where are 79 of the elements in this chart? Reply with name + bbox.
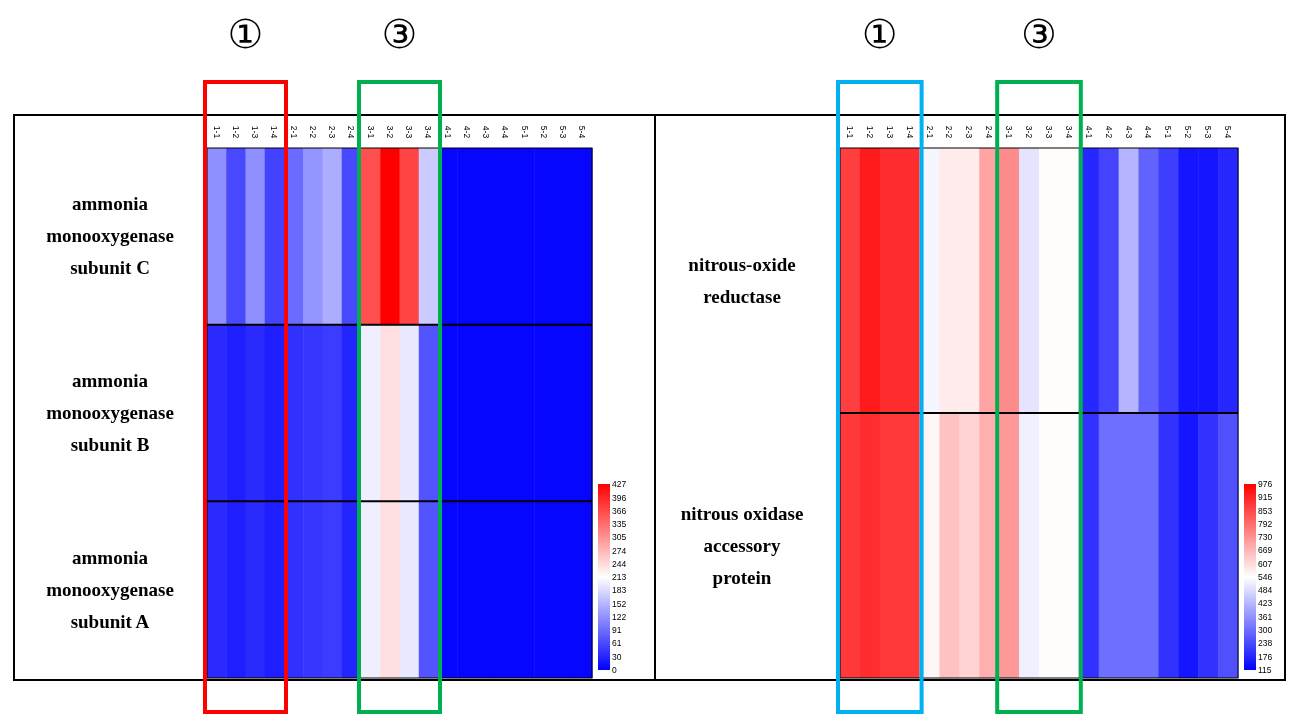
color-bar-label: 30 [612,651,622,662]
color-bar-label: 91 [612,625,622,636]
x-tick-label: 1-1 [211,125,222,139]
color-bar-label: 792 [1258,518,1273,529]
x-tick-label: 2-4 [346,125,357,139]
color-bar-label: 484 [1258,585,1273,596]
color-bar-label: 213 [612,572,627,583]
color-bar-label: 183 [612,585,627,596]
color-bar-label: 115 [1258,665,1272,675]
x-tick-label: 3-3 [1043,125,1054,139]
x-tick-label: 4-3 [1123,125,1134,139]
x-tick-label: 4-4 [500,125,511,139]
x-tick-label: 2-1 [288,125,299,139]
x-tick-label: 1-3 [884,125,895,139]
text: ③ [1021,11,1057,57]
color-bar-label: 61 [612,638,622,649]
x-tick-label: 1-3 [250,125,261,139]
color-bar-label: 396 [612,492,627,503]
x-tick-label: 5-3 [1203,125,1214,139]
color-bar-label: 244 [612,558,627,569]
x-tick-label: 2-1 [924,125,935,139]
x-tick-label: 5-2 [538,125,549,139]
x-tick-label: 4-2 [461,125,472,139]
x-tick-label: 3-4 [1063,125,1074,139]
color-bar-label: 361 [1258,611,1273,622]
x-tick-label: 3-1 [365,125,376,139]
x-tick-label: 4-1 [442,125,453,139]
color-bar-label: 730 [1258,532,1273,543]
x-tick-label: 3-2 [384,125,395,139]
x-tick-label: 5-2 [1183,125,1194,139]
color-bar-label: 274 [612,545,627,556]
color-bar-label: 669 [1258,545,1273,556]
y-tick-label: ammonia monooxygenase subunit A [46,546,174,632]
y-tick-label: nitrous-oxide reductase [688,253,796,307]
x-tick-label: 1-2 [864,125,875,139]
y-tick-label: ammonia monooxygenase subunit B [46,370,174,455]
color-bar-label: 238 [1258,638,1273,649]
x-tick-label: 5-1 [1163,125,1174,139]
color-bar-label: 423 [1258,598,1273,609]
x-tick-label: 1-2 [230,125,241,139]
color-bar-label: 607 [1258,558,1273,569]
color-bar-label: 427 [612,479,627,489]
x-tick-label: 1-4 [904,125,915,139]
color-bar-label: 976 [1258,479,1273,489]
x-tick-label: 5-4 [1223,125,1234,139]
color-bar-label: 546 [1258,571,1273,582]
x-tick-label: 3-3 [404,125,415,139]
x-tick-label: 1-1 [844,125,855,139]
color-bar-label: 915 [1258,492,1273,503]
color-bar-label: 853 [1258,505,1273,516]
color-bar-label: 335 [612,519,627,530]
x-tick-label: 3-2 [1024,125,1035,139]
y-tick-label: ammonia monooxygenase subunit C [46,193,174,279]
x-tick-label: 3-4 [423,125,434,139]
x-tick-label: 2-3 [964,125,975,139]
x-tick-label: 4-1 [1083,125,1094,139]
x-tick-label: 5-3 [558,125,569,139]
color-bar-label: 122 [612,611,627,622]
x-tick-label: 2-4 [984,125,995,139]
x-tick-label: 2-3 [327,125,338,139]
x-tick-label: 4-2 [1103,125,1114,139]
y-tick-label: nitrous oxidase accessory protein [680,502,804,588]
text: ① [861,11,898,57]
x-tick-label: 4-3 [481,125,492,139]
color-bar-label: 300 [1258,625,1273,636]
x-tick-label: 2-2 [944,125,955,139]
color-bar-label: 305 [612,532,627,543]
color-bar-label: 0 [612,665,617,675]
x-tick-label: 5-4 [577,125,588,139]
text: ① [227,11,264,57]
x-tick-label: 5-1 [519,125,530,139]
color-bar-label: 366 [612,505,627,516]
color-bar-label: 152 [612,598,627,609]
x-tick-label: 3-1 [1004,125,1015,139]
x-tick-label: 4-4 [1143,125,1154,139]
color-bar-label: 176 [1258,651,1273,662]
x-tick-label: 1-4 [269,125,280,139]
text: ③ [381,11,418,57]
x-tick-label: 2-2 [307,125,318,139]
